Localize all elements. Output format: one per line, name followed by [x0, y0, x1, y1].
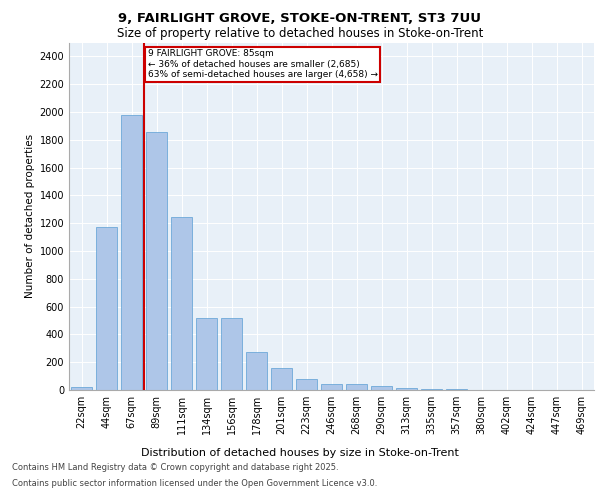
Bar: [121, 116, 142, 390]
Bar: [396, 388, 417, 390]
Bar: [296, 379, 317, 390]
Text: Size of property relative to detached houses in Stoke-on-Trent: Size of property relative to detached ho…: [117, 28, 483, 40]
Bar: [146, 132, 167, 390]
Text: Distribution of detached houses by size in Stoke-on-Trent: Distribution of detached houses by size …: [141, 448, 459, 458]
Text: Contains public sector information licensed under the Open Government Licence v3: Contains public sector information licen…: [12, 478, 377, 488]
Bar: [71, 386, 92, 390]
Bar: [221, 318, 242, 390]
Bar: [346, 384, 367, 390]
Bar: [171, 217, 192, 390]
Bar: [321, 384, 342, 390]
Text: 9, FAIRLIGHT GROVE, STOKE-ON-TRENT, ST3 7UU: 9, FAIRLIGHT GROVE, STOKE-ON-TRENT, ST3 …: [119, 12, 482, 26]
Bar: [371, 386, 392, 390]
Bar: [271, 368, 292, 390]
Text: 9 FAIRLIGHT GROVE: 85sqm
← 36% of detached houses are smaller (2,685)
63% of sem: 9 FAIRLIGHT GROVE: 85sqm ← 36% of detach…: [148, 50, 378, 80]
Text: Contains HM Land Registry data © Crown copyright and database right 2025.: Contains HM Land Registry data © Crown c…: [12, 464, 338, 472]
Bar: [196, 318, 217, 390]
Y-axis label: Number of detached properties: Number of detached properties: [25, 134, 35, 298]
Bar: [246, 352, 267, 390]
Bar: [96, 226, 117, 390]
